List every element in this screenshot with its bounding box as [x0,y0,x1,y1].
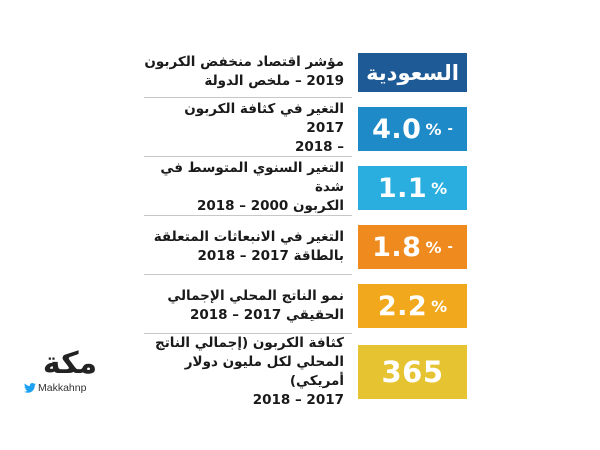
stat-value-box: 1.1 % [358,166,467,210]
minus-sign: - [447,239,453,255]
stat-label-line: كثافة الكربون (إجمالي الناتج [154,335,344,351]
stat-row: التغير في كثافة الكربون 2017 – 2018 4.0 … [144,101,467,157]
header-row: مؤشر اقتصاد منخفض الكربون 2019 – ملخص ال… [144,47,467,98]
handle-text: Makkahnp [38,382,87,394]
stat-label-line: نمو الناتج المحلي الإجمالي [167,287,344,304]
stat-value-box: 365 [358,345,467,399]
header-subtitle: 2019 – ملخص الدولة [204,73,344,89]
stat-row: نمو الناتج المحلي الإجمالي الحقيقي 2017 … [144,278,467,334]
stat-label: التغير في الانبعاثات المتعلقة بالطاقة 20… [144,219,352,275]
logo-wordmark: مكة [42,346,98,381]
makkah-logo: مكة Makkahnp [24,349,116,399]
stat-label: نمو الناتج المحلي الإجمالي الحقيقي 2017 … [144,278,352,334]
stat-row: التغير السنوي المتوسط في شدة الكربون 200… [144,160,467,216]
stat-label-line: التغير في كثافة الكربون 2017 [184,101,344,136]
stat-label-line: 2017 – 2018 [252,392,344,408]
stat-value: 365 [381,355,444,389]
percent-sign: % [431,178,448,198]
minus-sign: - [447,121,453,137]
header-label: مؤشر اقتصاد منخفض الكربون 2019 – ملخص ال… [144,47,352,98]
stat-row: التغير في الانبعاثات المتعلقة بالطاقة 20… [144,219,467,275]
stat-label-line: الكربون 2000 – 2018 [196,198,344,214]
stat-label: كثافة الكربون (إجمالي الناتج المحلي لكل … [144,335,352,408]
percent-sign: % [425,237,442,257]
stat-label-line: المحلي لكل مليون دولار أمريكي) [184,354,344,389]
twitter-bird-icon [24,383,36,393]
stat-label-line: بالطاقة 2017 – 2018 [197,247,344,264]
percent-sign: % [425,119,442,139]
stat-row: كثافة الكربون (إجمالي الناتج المحلي لكل … [144,335,467,408]
stat-value: 1.1 [377,172,428,204]
stat-value-box: 4.0 % - [358,107,467,151]
stat-value-box: 1.8 % - [358,225,467,269]
stat-label: التغير السنوي المتوسط في شدة الكربون 200… [144,160,352,216]
stat-label-line: الحقيقي 2017 – 2018 [189,306,344,323]
twitter-handle: Makkahnp [24,382,116,394]
country-name: السعودية [366,60,459,85]
stat-value: 2.2 [377,290,428,322]
stat-label-line: التغير السنوي المتوسط في شدة [160,160,344,195]
stat-value-box: 2.2 % [358,284,467,328]
stat-value: 4.0 [372,113,422,145]
country-badge: السعودية [358,53,467,92]
percent-sign: % [431,296,448,316]
stat-label-line: التغير في الانبعاثات المتعلقة [153,228,344,245]
stat-label: التغير في كثافة الكربون 2017 – 2018 [144,101,352,157]
header-title: مؤشر اقتصاد منخفض الكربون [144,54,344,70]
stat-value: 1.8 [372,231,422,263]
stat-label-line: – 2018 [294,139,344,155]
infographic-card: مؤشر اقتصاد منخفض الكربون 2019 – ملخص ال… [144,47,467,408]
